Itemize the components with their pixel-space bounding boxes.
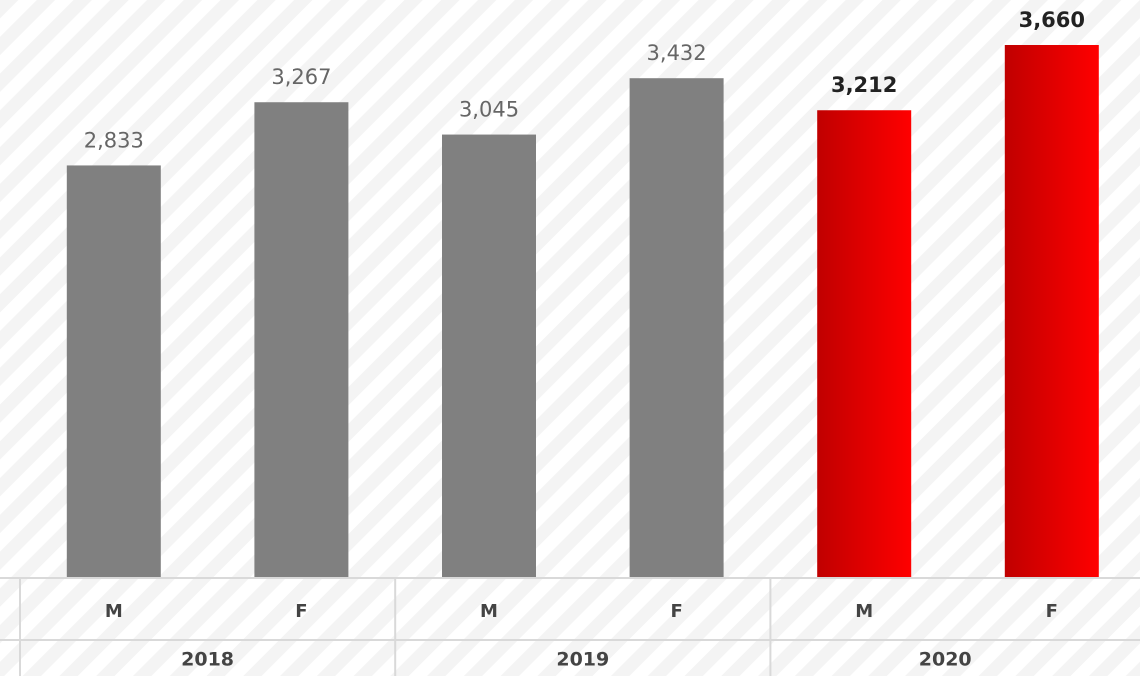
value-label: 3,432 — [647, 41, 707, 65]
category-label: F — [670, 601, 682, 622]
bar — [442, 134, 536, 579]
value-label: 3,660 — [1019, 8, 1085, 32]
bar — [1004, 45, 1099, 578]
category-label: F — [295, 601, 307, 622]
group-label: 2018 — [181, 649, 234, 671]
category-label: M — [105, 601, 123, 622]
bar — [254, 102, 349, 578]
value-label: 3,267 — [271, 65, 331, 89]
bar — [817, 110, 912, 579]
category-label: M — [480, 601, 498, 622]
bar — [66, 165, 161, 578]
value-label: 3,212 — [831, 73, 897, 97]
category-label: F — [1046, 601, 1058, 622]
category-label: M — [855, 601, 873, 622]
value-label: 3,045 — [459, 98, 519, 122]
group-label: 2020 — [919, 649, 972, 671]
group-label: 2019 — [556, 649, 609, 671]
value-label: 2,833 — [84, 128, 144, 152]
bar — [629, 78, 724, 578]
